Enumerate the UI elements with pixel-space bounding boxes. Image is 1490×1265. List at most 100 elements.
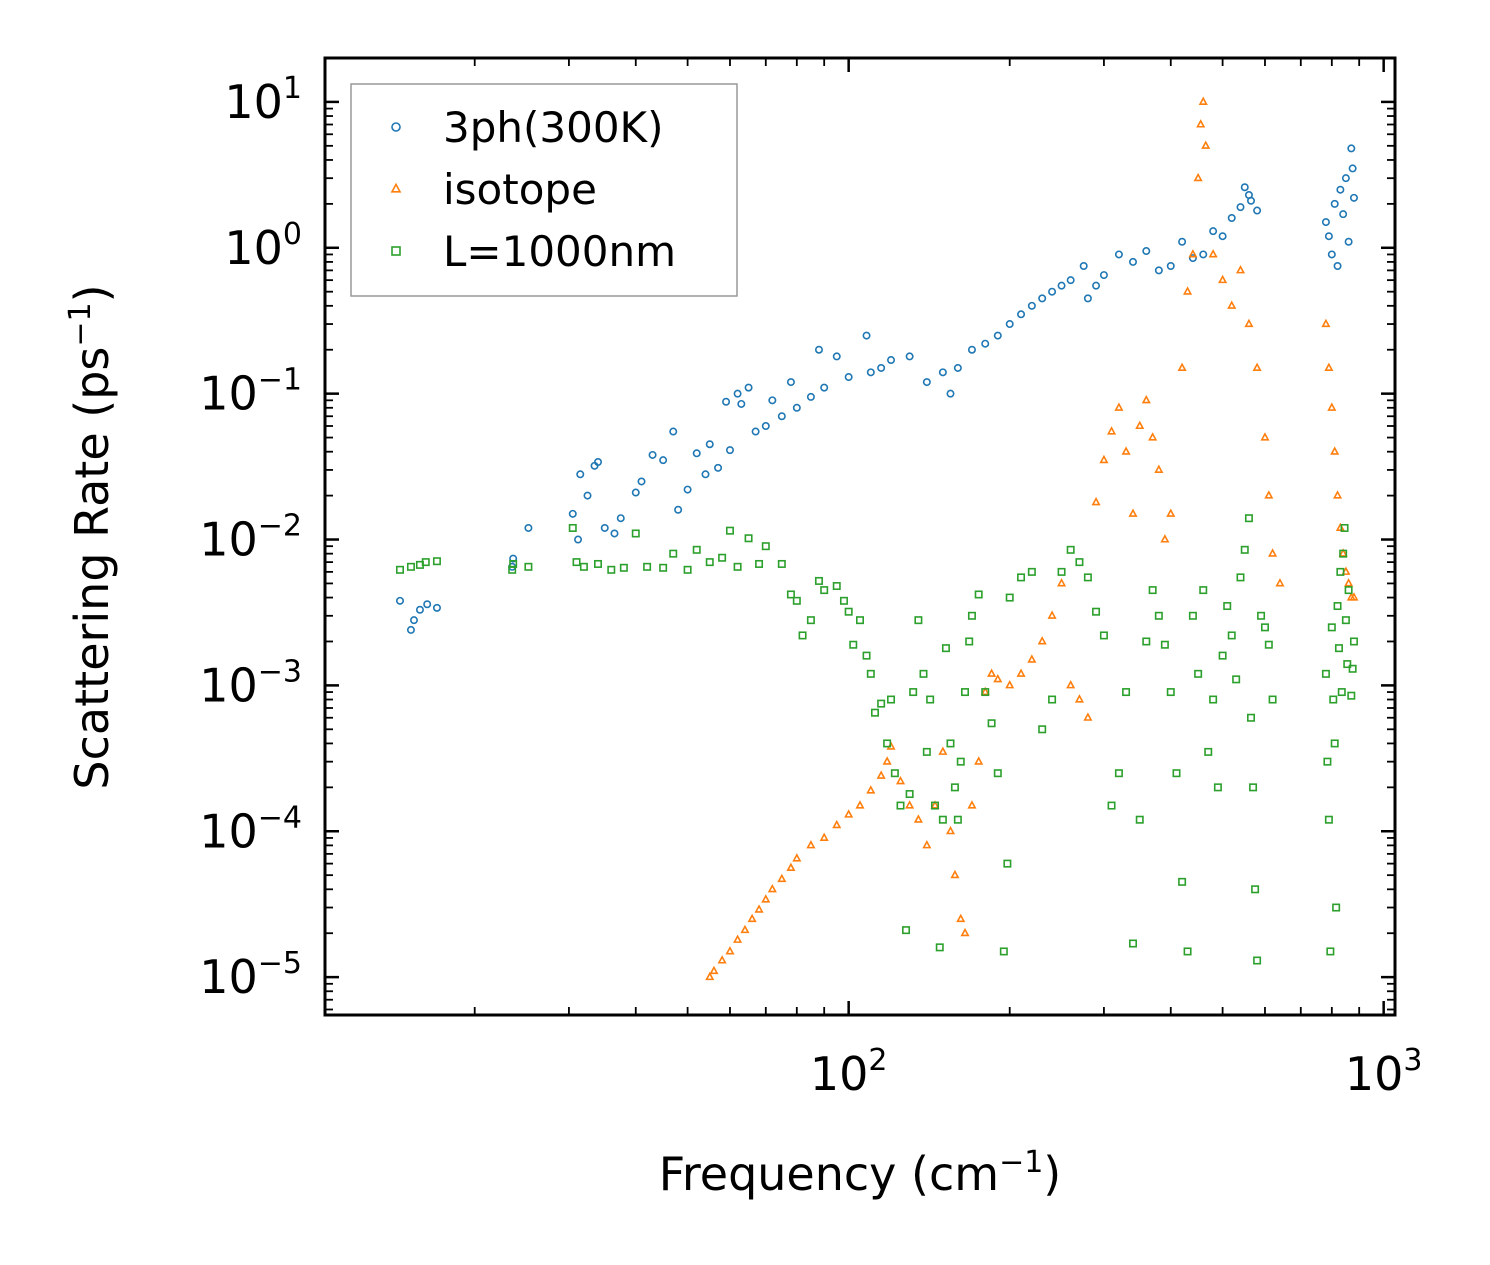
data-point xyxy=(1027,567,1036,576)
data-point xyxy=(993,673,1003,683)
data-point xyxy=(1252,362,1262,372)
data-point xyxy=(1057,281,1066,290)
data-point xyxy=(1218,651,1227,660)
data-point xyxy=(722,397,731,406)
data-point xyxy=(877,363,886,372)
data-point xyxy=(616,514,625,523)
data-point xyxy=(1048,287,1057,296)
data-point xyxy=(579,562,588,571)
data-point xyxy=(761,894,771,903)
data-point xyxy=(705,971,715,981)
legend-marker xyxy=(391,246,401,256)
data-point xyxy=(1188,249,1198,258)
data-point xyxy=(980,686,990,696)
legend-entry: 3ph(300K) xyxy=(391,103,663,152)
data-point xyxy=(767,883,777,893)
legend-entries: 3ph(300K) isotope L=1000nm xyxy=(390,103,676,276)
data-point xyxy=(754,904,764,913)
data-point xyxy=(733,562,742,571)
data-point xyxy=(751,427,760,436)
data-point xyxy=(938,368,947,377)
data-point xyxy=(1324,362,1334,372)
data-point xyxy=(993,331,1002,340)
legend-label: L=1000nm xyxy=(443,227,676,276)
data-point xyxy=(572,558,581,567)
data-point xyxy=(1257,611,1266,620)
data-point xyxy=(1188,611,1197,620)
data-point xyxy=(777,412,786,421)
data-point xyxy=(1057,567,1066,576)
data-point xyxy=(1154,464,1164,473)
data-point xyxy=(1003,859,1012,868)
plot-points xyxy=(395,96,1359,981)
data-point xyxy=(855,800,865,809)
data-point xyxy=(1338,548,1348,557)
data-point xyxy=(956,913,966,923)
data-point xyxy=(725,446,734,455)
data-point xyxy=(1260,432,1270,441)
data-point xyxy=(967,345,976,354)
data-point xyxy=(574,535,583,544)
data-point xyxy=(714,463,723,472)
data-point xyxy=(1201,140,1211,149)
data-point xyxy=(1339,210,1348,219)
data-point xyxy=(1091,496,1101,506)
data-point xyxy=(1160,534,1170,543)
data-point xyxy=(1198,96,1208,105)
data-point xyxy=(1114,402,1124,411)
data-point xyxy=(600,523,609,532)
data-point xyxy=(421,558,430,567)
data-point xyxy=(786,862,796,872)
data-point xyxy=(755,559,764,568)
data-point xyxy=(839,596,848,605)
data-point xyxy=(777,559,786,568)
data-point xyxy=(866,785,876,794)
data-point xyxy=(1038,294,1047,303)
data-point xyxy=(524,523,533,532)
data-point xyxy=(1079,262,1088,271)
data-point xyxy=(1083,712,1093,721)
y-tick-label: 100 xyxy=(224,217,302,275)
data-point xyxy=(877,699,886,708)
data-point xyxy=(761,422,770,431)
series-0 xyxy=(395,144,1358,634)
data-point xyxy=(1249,783,1258,792)
data-point xyxy=(509,559,518,568)
data-point xyxy=(1253,956,1262,965)
series-1 xyxy=(705,96,1359,981)
data-point xyxy=(1166,262,1175,271)
data-point xyxy=(1048,695,1057,704)
data-point xyxy=(1066,680,1076,689)
data-point xyxy=(733,389,742,398)
data-point xyxy=(887,695,896,704)
data-point xyxy=(930,800,940,809)
data-point xyxy=(777,873,787,883)
data-point xyxy=(1092,281,1101,290)
data-point xyxy=(1194,669,1203,678)
data-point xyxy=(1251,885,1260,894)
data-point xyxy=(1227,214,1236,223)
data-point xyxy=(744,534,753,543)
data-point xyxy=(946,739,955,748)
data-point xyxy=(406,562,415,571)
data-point xyxy=(1330,739,1339,748)
data-point xyxy=(849,640,858,649)
data-point xyxy=(1107,426,1117,435)
data-point xyxy=(631,529,640,538)
data-point xyxy=(568,523,577,532)
y-tick-label: 10−5 xyxy=(199,946,302,1004)
data-point xyxy=(1232,675,1241,684)
data-point xyxy=(1275,578,1285,587)
data-point xyxy=(761,542,770,551)
data-point xyxy=(1005,680,1015,689)
data-point xyxy=(786,378,795,387)
data-point xyxy=(701,470,710,479)
data-point xyxy=(1323,757,1332,766)
data-point xyxy=(1166,508,1176,517)
data-point xyxy=(1268,695,1277,704)
data-point xyxy=(610,529,619,538)
data-point xyxy=(1199,586,1208,595)
data-point xyxy=(855,616,864,625)
data-point xyxy=(819,832,829,841)
data-point xyxy=(1236,203,1245,212)
